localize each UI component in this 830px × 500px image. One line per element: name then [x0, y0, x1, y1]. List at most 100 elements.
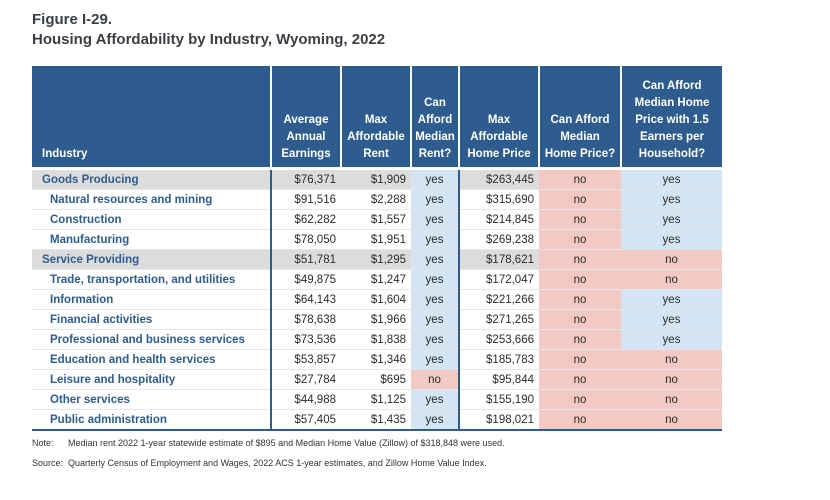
- max-home-price-cell: $172,047: [459, 269, 539, 290]
- table-row: Natural resources and mining $91,516 $2,28…: [32, 189, 722, 210]
- table-row: Information $64,143 $1,604 yes $221,266 no yes: [32, 289, 722, 310]
- table-source: Source: Quarterly Census of Employment an…: [32, 458, 487, 468]
- max-home-price-cell: $185,783: [459, 349, 539, 370]
- afford-home-1-5-earners-cell: yes: [621, 168, 722, 190]
- max-rent-cell: $1,346: [341, 349, 411, 370]
- industry-cell: Leisure and hospitality: [32, 369, 272, 390]
- max-rent-cell: $1,125: [341, 389, 411, 410]
- afford-home-cell: no: [539, 389, 621, 410]
- table-row: Leisure and hospitality $27,784 $695 no $95,…: [32, 369, 722, 390]
- afford-rent-cell: yes: [411, 389, 460, 410]
- afford-rent-cell: yes: [411, 349, 460, 370]
- afford-home-1-5-earners-cell: yes: [621, 289, 722, 310]
- column-header: Average Annual Earnings: [271, 66, 342, 170]
- table-row: Education and health services $53,857 $1,3…: [32, 349, 722, 370]
- industry-cell: Education and health services: [32, 349, 272, 370]
- table-row: Trade, transportation, and utilities $49,…: [32, 269, 722, 290]
- earnings-cell: $76,371: [271, 168, 341, 190]
- max-home-price-cell: $198,021: [459, 409, 539, 431]
- max-home-price-cell: $253,666: [459, 329, 539, 350]
- earnings-cell: $91,516: [271, 189, 341, 210]
- earnings-cell: $73,536: [271, 329, 341, 350]
- table-row: Manufacturing $78,050 $1,951 yes $269,238 no y…: [32, 229, 722, 250]
- earnings-cell: $62,282: [271, 209, 341, 230]
- max-rent-cell: $1,909: [341, 168, 411, 190]
- afford-home-cell: no: [539, 249, 621, 270]
- column-header: Can Afford Median Rent?: [411, 66, 460, 170]
- table-note: Note: Median rent 2022 1-year statewide e…: [32, 438, 505, 448]
- source-text: Quarterly Census of Employment and Wages…: [68, 458, 487, 468]
- column-header: Industry: [32, 66, 272, 170]
- industry-cell: Natural resources and mining: [32, 189, 272, 210]
- afford-home-cell: no: [539, 229, 621, 250]
- table-row: Professional and business services $73,53…: [32, 329, 722, 350]
- afford-home-cell: no: [539, 369, 621, 390]
- afford-home-1-5-earners-cell: no: [621, 389, 722, 410]
- table-row: Financial activities $78,638 $1,966 yes $271…: [32, 309, 722, 330]
- industry-cell: Trade, transportation, and utilities: [32, 269, 272, 290]
- max-rent-cell: $1,951: [341, 229, 411, 250]
- max-home-price-cell: $155,190: [459, 389, 539, 410]
- afford-home-1-5-earners-cell: yes: [621, 189, 722, 210]
- max-home-price-cell: $214,845: [459, 209, 539, 230]
- afford-home-1-5-earners-cell: yes: [621, 329, 722, 350]
- max-rent-cell: $1,295: [341, 249, 411, 270]
- earnings-cell: $78,050: [271, 229, 341, 250]
- max-home-price-cell: $263,445: [459, 168, 539, 190]
- source-label: Source:: [32, 458, 64, 468]
- table-group-row: Service Providing $51,781 $1,295 yes $178,62…: [32, 249, 722, 270]
- industry-cell: Other services: [32, 389, 272, 410]
- afford-home-1-5-earners-cell: yes: [621, 209, 722, 230]
- afford-home-cell: no: [539, 168, 621, 190]
- afford-home-cell: no: [539, 289, 621, 310]
- industry-cell: Financial activities: [32, 309, 272, 330]
- max-rent-cell: $2,288: [341, 189, 411, 210]
- column-header: Can Afford Median Home Price?: [539, 66, 622, 170]
- afford-home-cell: no: [539, 409, 621, 431]
- industry-cell: Construction: [32, 209, 272, 230]
- afford-rent-cell: yes: [411, 249, 460, 270]
- afford-rent-cell: yes: [411, 289, 460, 310]
- figure-title: Housing Affordability by Industry, Wyomi…: [32, 31, 386, 48]
- max-rent-cell: $1,247: [341, 269, 411, 290]
- afford-rent-cell: yes: [411, 168, 460, 190]
- afford-home-cell: no: [539, 269, 621, 290]
- earnings-cell: $44,988: [271, 389, 341, 410]
- note-label: Note:: [32, 438, 54, 448]
- industry-cell: Public administration: [32, 409, 272, 431]
- afford-home-1-5-earners-cell: yes: [621, 309, 722, 330]
- earnings-cell: $49,875: [271, 269, 341, 290]
- afford-home-cell: no: [539, 189, 621, 210]
- max-rent-cell: $695: [341, 369, 411, 390]
- earnings-cell: $27,784: [271, 369, 341, 390]
- earnings-cell: $51,781: [271, 249, 341, 270]
- table-row: Construction $62,282 $1,557 yes $214,845 no ye…: [32, 209, 722, 230]
- max-rent-cell: $1,966: [341, 309, 411, 330]
- afford-rent-cell: yes: [411, 329, 460, 350]
- afford-home-1-5-earners-cell: no: [621, 349, 722, 370]
- industry-cell: Service Providing: [32, 249, 272, 270]
- table-group-row: Goods Producing $76,371 $1,909 yes $263,445 n…: [32, 168, 722, 190]
- max-home-price-cell: $95,844: [459, 369, 539, 390]
- afford-rent-cell: yes: [411, 309, 460, 330]
- industry-cell: Professional and business services: [32, 329, 272, 350]
- column-header: Max Affordable Rent: [341, 66, 412, 170]
- max-home-price-cell: $269,238: [459, 229, 539, 250]
- max-rent-cell: $1,838: [341, 329, 411, 350]
- industry-cell: Manufacturing: [32, 229, 272, 250]
- afford-rent-cell: yes: [411, 269, 460, 290]
- afford-rent-cell: yes: [411, 209, 460, 230]
- max-home-price-cell: $315,690: [459, 189, 539, 210]
- figure-label: Figure I-29.: [32, 11, 113, 28]
- affordability-table: Industry Average Annual Earnings Max Aff…: [32, 66, 722, 431]
- afford-rent-cell: yes: [411, 229, 460, 250]
- afford-home-1-5-earners-cell: yes: [621, 229, 722, 250]
- max-home-price-cell: $271,265: [459, 309, 539, 330]
- earnings-cell: $64,143: [271, 289, 341, 310]
- afford-home-cell: no: [539, 209, 621, 230]
- afford-home-cell: no: [539, 329, 621, 350]
- afford-rent-cell: no: [411, 369, 460, 390]
- afford-home-cell: no: [539, 349, 621, 370]
- max-rent-cell: $1,557: [341, 209, 411, 230]
- industry-cell: Information: [32, 289, 272, 310]
